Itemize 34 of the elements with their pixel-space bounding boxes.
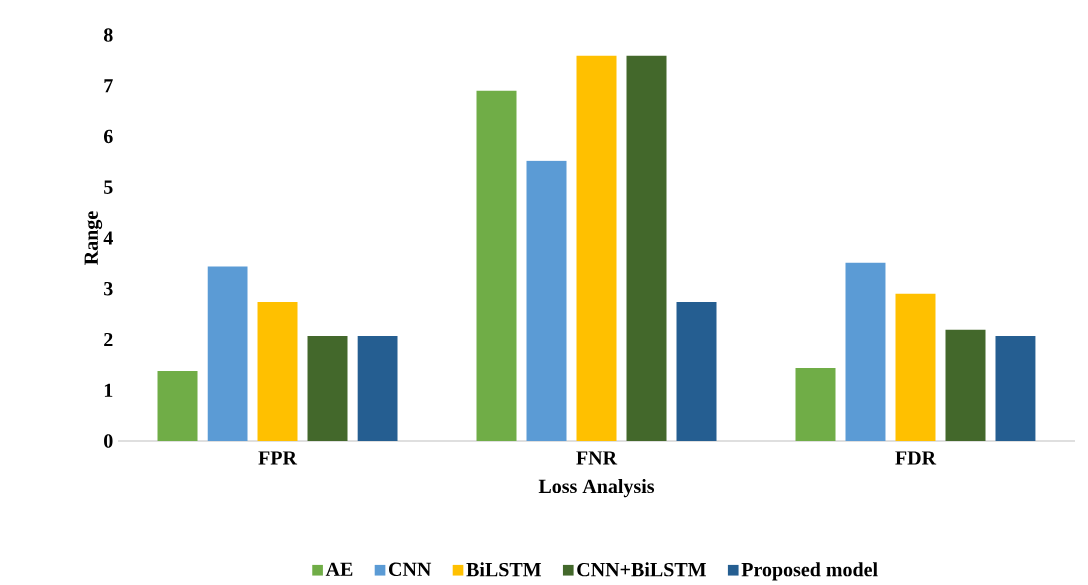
y-tick-label: 6 [103,129,113,144]
legend-label: AE [325,562,353,576]
bar [945,329,986,441]
y-tick-label: 2 [104,332,113,347]
legend-label: BiLSTM [466,562,542,577]
legend-label: Proposed model [741,562,878,581]
bar [676,301,717,441]
bar [526,160,567,441]
x-tick-label: FNR [576,451,618,465]
y-axis-title: Range [84,211,103,265]
bar [576,55,617,441]
x-axis-title: Loss Analysis [538,479,655,498]
bar [895,293,936,441]
bar [626,55,667,441]
y-tick-label: 5 [104,180,113,194]
x-tick-label: FDR [895,451,937,465]
bar [476,90,517,441]
y-tick-label: 3 [104,282,113,296]
x-tick-label: FPR [258,451,298,465]
y-tick-label: 0 [104,434,113,448]
y-tick-label: 4 [103,231,113,245]
bar [845,262,886,441]
y-tick-label: 7 [104,79,113,93]
legend-label: CNN+BiLSTM [577,562,706,577]
y-tick-label: 8 [103,28,113,42]
bar [257,301,298,441]
bar [157,370,198,441]
y-tick-label: 1 [104,383,113,397]
bar [795,367,836,441]
bar [307,335,348,441]
bar [995,335,1036,441]
legend-label: CNN [389,562,432,577]
bar [357,335,398,441]
bar [207,266,248,441]
